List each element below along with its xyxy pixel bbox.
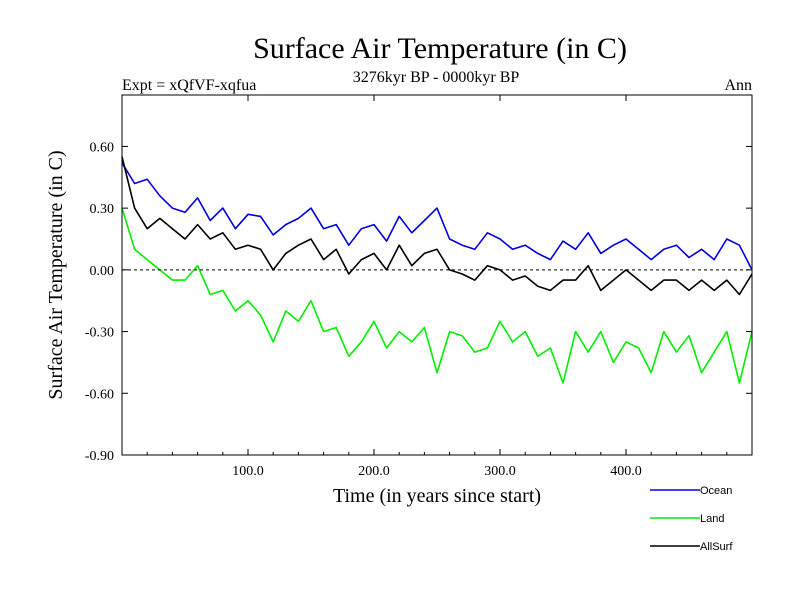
y-tick-label: -0.90: [85, 449, 114, 464]
plot-frame: [121, 94, 753, 456]
season-label: Ann: [724, 77, 752, 94]
plot-area: [121, 94, 753, 456]
x-tick-label: 400.0: [610, 464, 642, 479]
chart-subtitle: 3276kyr BP - 0000kyr BP: [353, 69, 520, 86]
legend-label-land: Land: [700, 513, 724, 525]
series-line-allsurf: [121, 156, 753, 296]
y-tick-label: -0.30: [85, 326, 114, 341]
legend: Ocean Land AllSurf: [650, 485, 733, 553]
y-tick-label: 0.60: [90, 140, 115, 155]
y-tick-label: -0.60: [85, 387, 114, 402]
x-tick-label: 200.0: [358, 464, 390, 479]
legend-label-allsurf: AllSurf: [700, 541, 733, 553]
x-tick-label: 300.0: [484, 464, 516, 479]
experiment-label: Expt = xQfVF-xqfua: [122, 77, 256, 94]
legend-label-ocean: Ocean: [700, 485, 732, 497]
y-tick-label: 0.00: [90, 264, 115, 279]
y-axis-ticks: -0.90 -0.60 -0.30 0.00 0.30 0.60: [85, 140, 752, 464]
x-axis-label: Time (in years since start): [333, 485, 541, 507]
chart-title: Surface Air Temperature (in C): [253, 32, 627, 65]
x-tick-label: 100.0: [232, 464, 264, 479]
series-line-land: [121, 207, 753, 384]
x-axis-ticks: 100.0 200.0 300.0 400.0: [146, 95, 728, 479]
series-layer: [121, 156, 753, 384]
y-axis-label: Surface Air Temperature (in C): [45, 150, 67, 399]
y-tick-label: 0.30: [90, 202, 115, 217]
series-line-ocean: [121, 162, 753, 271]
